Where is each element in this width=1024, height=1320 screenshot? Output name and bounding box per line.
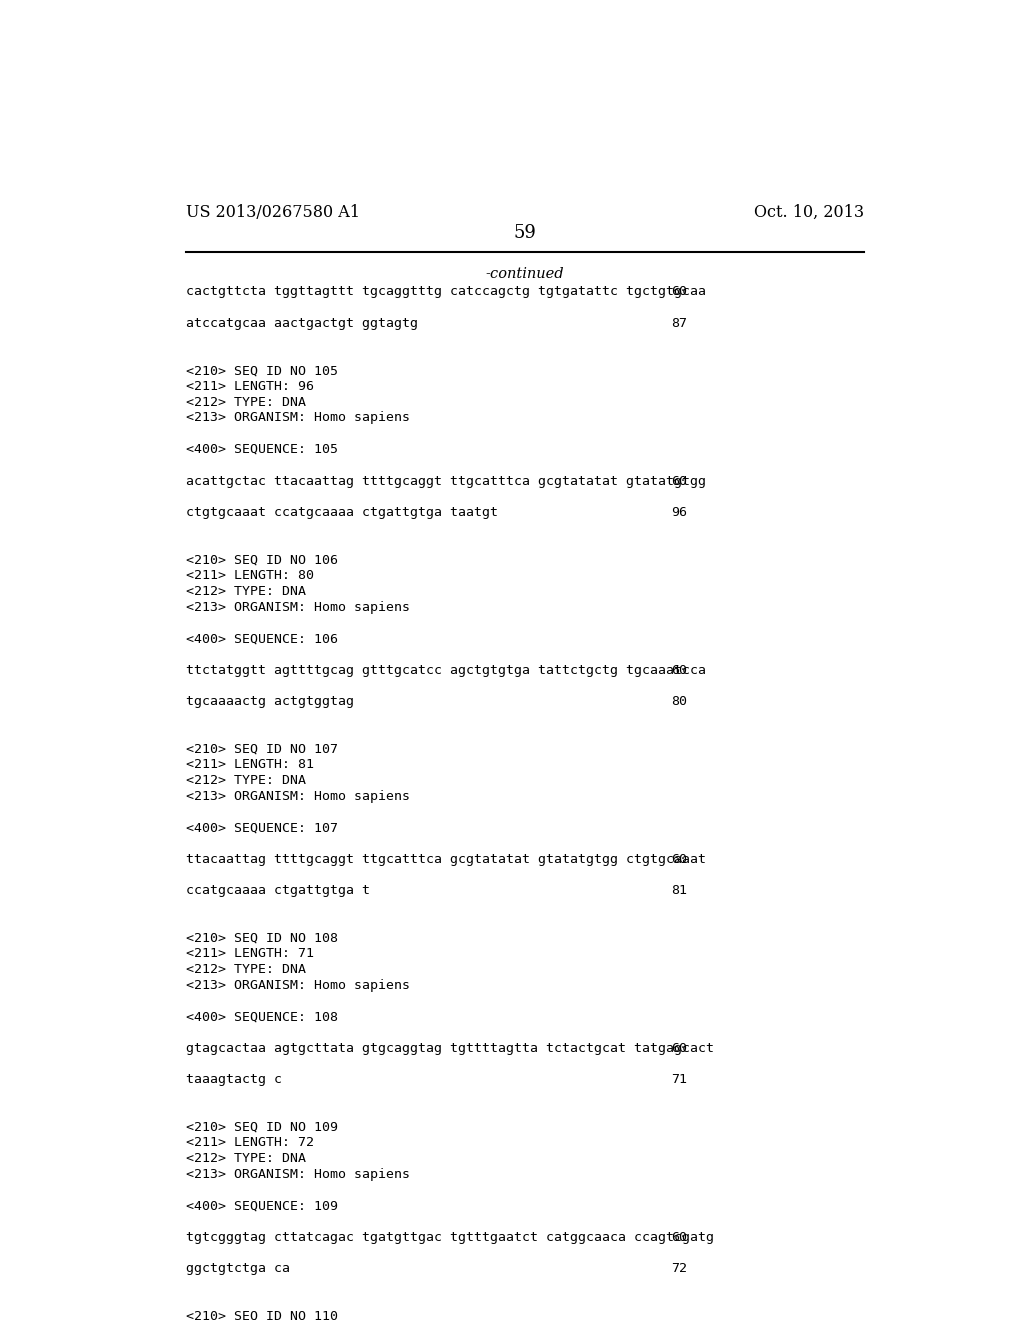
Text: <212> TYPE: DNA: <212> TYPE: DNA	[186, 585, 306, 598]
Text: Oct. 10, 2013: Oct. 10, 2013	[754, 205, 863, 222]
Text: 60: 60	[672, 664, 688, 677]
Text: 96: 96	[672, 506, 688, 519]
Text: tgcaaaactg actgtggtag: tgcaaaactg actgtggtag	[186, 696, 354, 708]
Text: <400> SEQUENCE: 108: <400> SEQUENCE: 108	[186, 1010, 338, 1023]
Text: acattgctac ttacaattag ttttgcaggt ttgcatttca gcgtatatat gtatatgtgg: acattgctac ttacaattag ttttgcaggt ttgcatt…	[186, 474, 706, 487]
Text: 60: 60	[672, 474, 688, 487]
Text: <213> ORGANISM: Homo sapiens: <213> ORGANISM: Homo sapiens	[186, 1168, 410, 1180]
Text: <400> SEQUENCE: 107: <400> SEQUENCE: 107	[186, 821, 338, 834]
Text: <211> LENGTH: 72: <211> LENGTH: 72	[186, 1137, 314, 1150]
Text: <400> SEQUENCE: 105: <400> SEQUENCE: 105	[186, 444, 338, 455]
Text: <211> LENGTH: 71: <211> LENGTH: 71	[186, 948, 314, 960]
Text: 60: 60	[672, 1230, 688, 1243]
Text: ttctatggtt agttttgcag gtttgcatcc agctgtgtga tattctgctg tgcaaatcca: ttctatggtt agttttgcag gtttgcatcc agctgtg…	[186, 664, 706, 677]
Text: 60: 60	[672, 853, 688, 866]
Text: <210> SEQ ID NO 105: <210> SEQ ID NO 105	[186, 364, 338, 378]
Text: <212> TYPE: DNA: <212> TYPE: DNA	[186, 1152, 306, 1166]
Text: 60: 60	[672, 1041, 688, 1055]
Text: ttacaattag ttttgcaggt ttgcatttca gcgtatatat gtatatgtgg ctgtgcaaat: ttacaattag ttttgcaggt ttgcatttca gcgtata…	[186, 853, 706, 866]
Text: gtagcactaa agtgcttata gtgcaggtag tgttttagtta tctactgcat tatgagcact: gtagcactaa agtgcttata gtgcaggtag tgtttta…	[186, 1041, 714, 1055]
Text: <400> SEQUENCE: 109: <400> SEQUENCE: 109	[186, 1199, 338, 1212]
Text: 71: 71	[672, 1073, 688, 1086]
Text: <213> ORGANISM: Homo sapiens: <213> ORGANISM: Homo sapiens	[186, 789, 410, 803]
Text: <213> ORGANISM: Homo sapiens: <213> ORGANISM: Homo sapiens	[186, 978, 410, 991]
Text: taaagtactg c: taaagtactg c	[186, 1073, 282, 1086]
Text: -continued: -continued	[485, 267, 564, 281]
Text: <210> SEQ ID NO 110: <210> SEQ ID NO 110	[186, 1309, 338, 1320]
Text: ggctgtctga ca: ggctgtctga ca	[186, 1262, 290, 1275]
Text: 72: 72	[672, 1262, 688, 1275]
Text: <211> LENGTH: 81: <211> LENGTH: 81	[186, 758, 314, 771]
Text: US 2013/0267580 A1: US 2013/0267580 A1	[186, 205, 359, 222]
Text: <212> TYPE: DNA: <212> TYPE: DNA	[186, 774, 306, 787]
Text: 59: 59	[513, 224, 537, 243]
Text: ccatgcaaaa ctgattgtga t: ccatgcaaaa ctgattgtga t	[186, 884, 370, 898]
Text: <213> ORGANISM: Homo sapiens: <213> ORGANISM: Homo sapiens	[186, 412, 410, 425]
Text: 81: 81	[672, 884, 688, 898]
Text: tgtcgggtag cttatcagac tgatgttgac tgtttgaatct catggcaaca ccagtcgatg: tgtcgggtag cttatcagac tgatgttgac tgtttga…	[186, 1230, 714, 1243]
Text: <212> TYPE: DNA: <212> TYPE: DNA	[186, 962, 306, 975]
Text: <210> SEQ ID NO 106: <210> SEQ ID NO 106	[186, 553, 338, 566]
Text: <211> LENGTH: 80: <211> LENGTH: 80	[186, 569, 314, 582]
Text: cactgttcta tggttagttt tgcaggtttg catccagctg tgtgatattc tgctgtgcaa: cactgttcta tggttagttt tgcaggtttg catccag…	[186, 285, 706, 298]
Text: atccatgcaa aactgactgt ggtagtg: atccatgcaa aactgactgt ggtagtg	[186, 317, 418, 330]
Text: <212> TYPE: DNA: <212> TYPE: DNA	[186, 396, 306, 409]
Text: 60: 60	[672, 285, 688, 298]
Text: <400> SEQUENCE: 106: <400> SEQUENCE: 106	[186, 632, 338, 645]
Text: <211> LENGTH: 96: <211> LENGTH: 96	[186, 380, 314, 393]
Text: <210> SEQ ID NO 107: <210> SEQ ID NO 107	[186, 742, 338, 755]
Text: ctgtgcaaat ccatgcaaaa ctgattgtga taatgt: ctgtgcaaat ccatgcaaaa ctgattgtga taatgt	[186, 506, 498, 519]
Text: 80: 80	[672, 696, 688, 708]
Text: <210> SEQ ID NO 108: <210> SEQ ID NO 108	[186, 932, 338, 944]
Text: <213> ORGANISM: Homo sapiens: <213> ORGANISM: Homo sapiens	[186, 601, 410, 614]
Text: 87: 87	[672, 317, 688, 330]
Text: <210> SEQ ID NO 109: <210> SEQ ID NO 109	[186, 1121, 338, 1134]
